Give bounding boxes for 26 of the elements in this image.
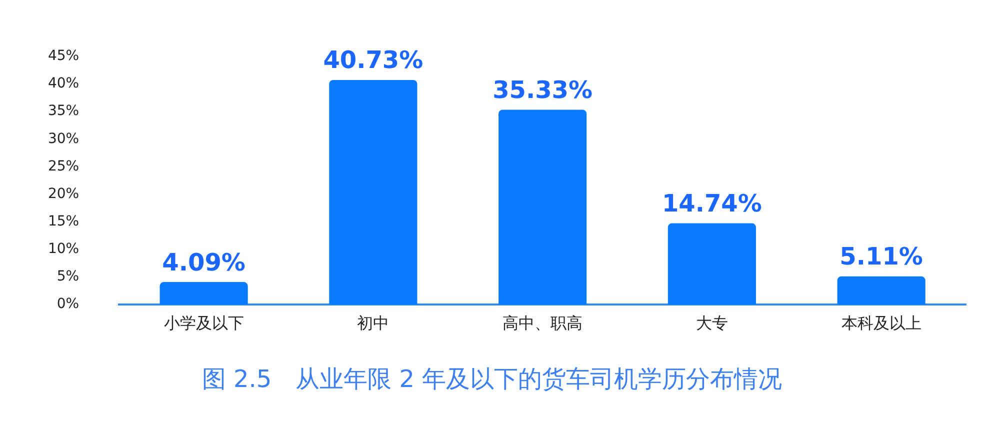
y-tick-label: 10% [48, 241, 80, 258]
data-label: 40.73% [323, 46, 424, 74]
bar [160, 282, 248, 305]
y-tick-label: 30% [48, 130, 80, 147]
data-label: 4.09% [162, 248, 246, 276]
y-tick-label: 25% [48, 158, 80, 174]
bar [329, 80, 418, 305]
data-label: 14.74% [662, 190, 762, 218]
bar [837, 276, 926, 305]
y-tick-label: 5% [56, 268, 80, 285]
y-tick-label: 45% [48, 48, 80, 64]
y-tick-label: 35% [48, 103, 80, 120]
x-tick-label: 小学及以下 [164, 313, 244, 332]
y-tick-label: 15% [48, 214, 80, 230]
y-tick-label: 0% [56, 296, 80, 312]
y-tick-label: 20% [48, 186, 80, 202]
text: 图 2.5 从业年限 2 年及以下的货车司机学历分布情况 [200, 364, 784, 395]
x-tick-label: 本科及以上 [841, 313, 922, 332]
bar [668, 223, 756, 305]
x-tick-label: 大专 [696, 313, 728, 332]
bar [498, 110, 587, 305]
data-label: 35.33% [492, 76, 593, 104]
y-tick-label: 40% [48, 76, 80, 92]
x-tick-label: 高中、职高 [502, 313, 583, 332]
data-label: 5.11% [840, 242, 923, 271]
x-tick-label: 初中 [357, 313, 390, 332]
